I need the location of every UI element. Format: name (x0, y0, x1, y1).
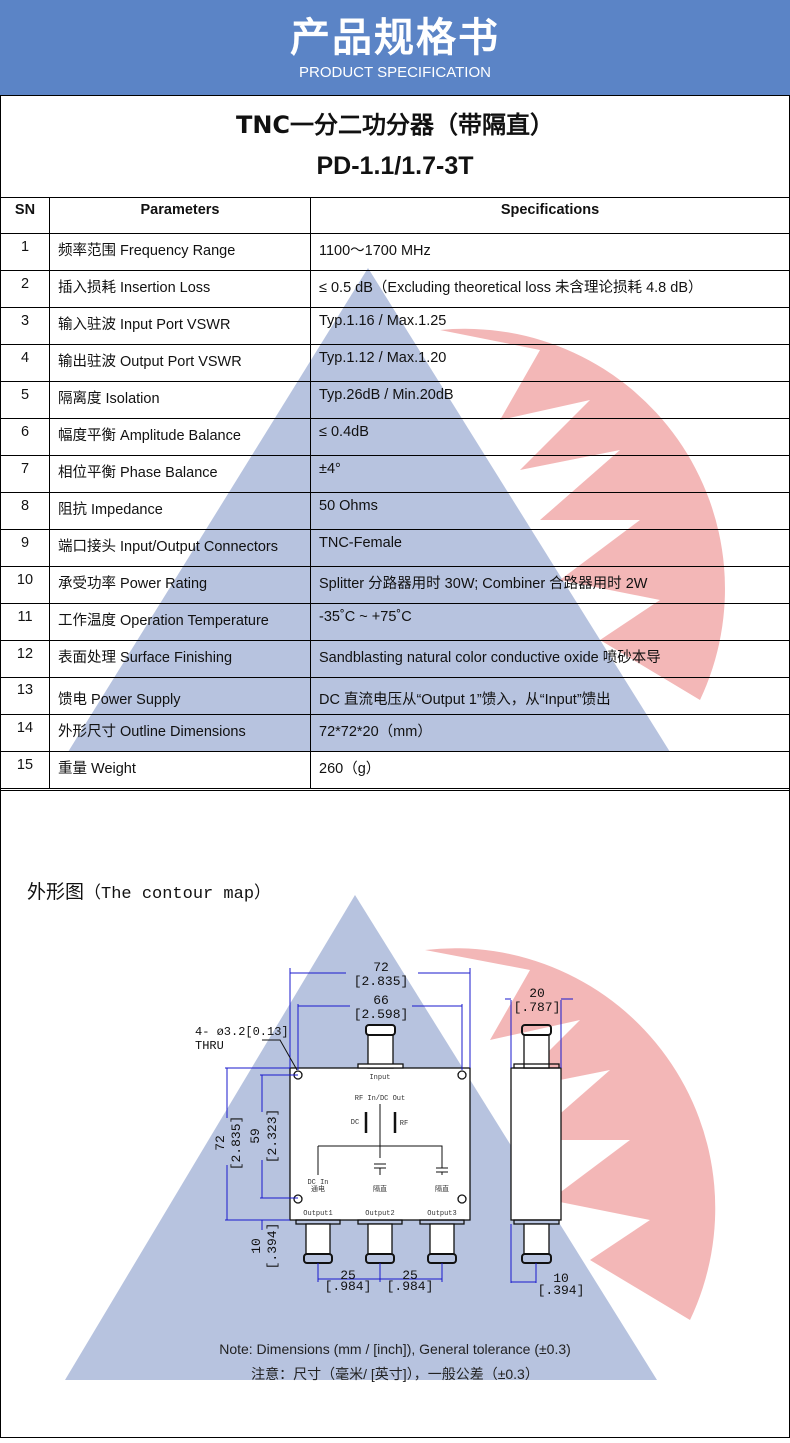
cell-parameter: 阻抗 Impedance (49, 492, 311, 530)
cell-parameter: 端口接头 Input/Output Connectors (49, 529, 311, 567)
contour-title-en: （The contour map） (84, 885, 272, 904)
contour-map-title: 外形图（The contour map） (27, 877, 271, 904)
table-row: 5 隔离度 Isolation Typ.26dB / Min.20dB (0, 381, 790, 419)
header-banner: 产品规格书 PRODUCT SPECIFICATION (0, 0, 790, 95)
label-rf-in: RF In/DC Out (355, 1095, 405, 1103)
dim-height-59-inch: [2.323] (265, 1109, 280, 1164)
cell-sn: 2 (0, 270, 50, 308)
dim-depth-20-inch: [.787] (514, 1000, 561, 1015)
dim-depth-20: 20 (529, 986, 545, 1001)
dim-pitch-25b-inch: [.984] (387, 1279, 434, 1294)
table-row: 15 重量 Weight 260（g） (0, 751, 790, 789)
cell-parameter: 承受功率 Power Rating (49, 566, 311, 604)
spec-table: SN Parameters Specifications 1 频率范围 Frequ… (0, 197, 790, 789)
dim-thru: THRU (195, 1039, 224, 1053)
table-row: 10 承受功率 Power Rating Splitter 分路器用时 30W; C… (0, 566, 790, 604)
contour-title-cn: 外形图 (27, 881, 85, 903)
cell-parameter: 外形尺寸 Outline Dimensions (49, 714, 311, 752)
dim-connector-10-inch: [.394] (265, 1223, 280, 1270)
header-title-en: PRODUCT SPECIFICATION (299, 64, 491, 81)
table-row: 2 插入损耗 Insertion Loss ≤ 0.5 dB（Excluding t… (0, 270, 790, 308)
table-row: 14 外形尺寸 Outline Dimensions 72*72*20（mm） (0, 714, 790, 752)
cell-specification: 50 Ohms (310, 492, 790, 530)
header-title-cn: 产品规格书 (290, 15, 500, 61)
cell-sn: 13 (0, 677, 50, 715)
col-sn: SN (0, 197, 50, 234)
dim-height-72: 72 (213, 1135, 228, 1151)
label-output1: Output1 (303, 1210, 332, 1218)
cell-specification: 260（g） (310, 751, 790, 789)
cell-parameter: 表面处理 Surface Finishing (49, 640, 311, 678)
dim-width-72-inch: [2.835] (354, 974, 409, 989)
label-dc: DC (351, 1119, 359, 1127)
table-row: 8 阻抗 Impedance 50 Ohms (0, 492, 790, 530)
dim-side-10: 10 (553, 1271, 569, 1286)
table-row: 4 输出驻波 Output Port VSWR Typ.1.12 / Max.1.2… (0, 344, 790, 382)
dimension-labels: 72 [2.835] 66 [2.598] 20 [.787] 4- ø3.2[… (195, 960, 584, 1298)
label-dc-in: DC In (307, 1179, 328, 1187)
cell-specification: Typ.1.12 / Max.1.20 (310, 344, 790, 382)
dim-width-72: 72 (373, 960, 389, 975)
cell-specification: 1100～1700 MHz (310, 233, 790, 271)
dim-hole: 4- ø3.2[0.13] (195, 1025, 289, 1039)
front-view (289, 1024, 471, 1264)
section-divider (0, 790, 790, 791)
cell-parameter: 重量 Weight (49, 751, 311, 789)
label-output2: Output2 (365, 1210, 394, 1218)
cell-specification: Sandblasting natural color conductive ox… (310, 640, 790, 678)
cell-specification: 72*72*20（mm） (310, 714, 790, 752)
table-row: 1 频率范围 Frequency Range 1100～1700 MHz (0, 233, 790, 271)
table-header-row: SN Parameters Specifications (0, 197, 790, 234)
table-row: 12 表面处理 Surface Finishing Sandblasting nat… (0, 640, 790, 678)
cell-parameter: 幅度平衡 Amplitude Balance (49, 418, 311, 456)
dim-width-66-inch: [2.598] (354, 1007, 409, 1022)
cell-specification: TNC-Female (310, 529, 790, 567)
table-row: 11 工作温度 Operation Temperature -35˚C ~ +75˚… (0, 603, 790, 641)
dim-pitch-25a: 25 (340, 1268, 356, 1283)
schematic-labels: Input RF In/DC Out DC RF DC In 通电 隔直 隔直 … (303, 1074, 456, 1218)
table-row: 9 端口接头 Input/Output Connectors TNC-Female (0, 529, 790, 567)
note-cn: 注意：尺寸（毫米/ [英寸]），一般公差（±0.3） (251, 1366, 539, 1382)
output-connectors (295, 1219, 465, 1264)
label-input: Input (369, 1074, 390, 1082)
label-output3: Output3 (427, 1210, 456, 1218)
col-specifications: Specifications (310, 197, 790, 234)
dim-side-10-inch: [.394] (538, 1283, 585, 1298)
cell-specification: Splitter 分路器用时 30W; Combiner 合路器用时 2W (310, 566, 790, 604)
cell-specification: Typ.26dB / Min.20dB (310, 381, 790, 419)
cell-parameter: 频率范围 Frequency Range (49, 233, 311, 271)
cell-parameter: 插入损耗 Insertion Loss (49, 270, 311, 308)
dim-height-59: 59 (248, 1128, 263, 1144)
product-name: TNC一分二功分器（带隔直） (235, 111, 555, 139)
cell-parameter: 输入驻波 Input Port VSWR (49, 307, 311, 345)
cell-specification: Typ.1.16 / Max.1.25 (310, 307, 790, 345)
table-row: 6 幅度平衡 Amplitude Balance ≤ 0.4dB (0, 418, 790, 456)
product-model: PD-1.1/1.7-3T (316, 152, 474, 180)
label-block-2: 隔直 (435, 1184, 449, 1194)
cell-specification: ≤ 0.5 dB（Excluding theoretical loss 未含理论… (310, 270, 790, 308)
label-dc-in-cn: 通电 (311, 1184, 325, 1194)
dim-pitch-25b: 25 (402, 1268, 418, 1283)
col-parameters: Parameters (49, 197, 311, 234)
table-row: 3 输入驻波 Input Port VSWR Typ.1.16 / Max.1.25 (0, 307, 790, 345)
cell-parameter: 输出驻波 Output Port VSWR (49, 344, 311, 382)
cell-parameter: 工作温度 Operation Temperature (49, 603, 311, 641)
cell-parameter: 隔离度 Isolation (49, 381, 311, 419)
dim-height-72-inch: [2.835] (229, 1116, 244, 1171)
label-block-1: 隔直 (373, 1184, 387, 1194)
dim-pitch-25a-inch: [.984] (325, 1279, 372, 1294)
dim-connector-10: 10 (249, 1238, 264, 1254)
side-view (510, 1024, 562, 1264)
dimension-lines (225, 968, 573, 1283)
dim-width-66: 66 (373, 993, 389, 1008)
label-rf: RF (400, 1120, 408, 1128)
note-en: Note: Dimensions (mm / [inch]), General … (219, 1341, 571, 1357)
